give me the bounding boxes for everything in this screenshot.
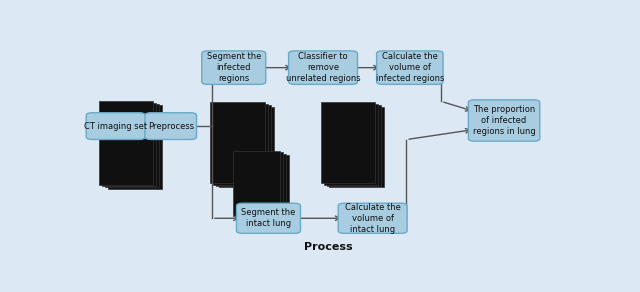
Text: Segment the
infected
regions: Segment the infected regions: [207, 52, 261, 83]
Bar: [220, 107, 274, 187]
FancyBboxPatch shape: [237, 203, 300, 233]
Text: Classifier to
remove
unrelated regions: Classifier to remove unrelated regions: [285, 52, 360, 83]
Bar: [321, 102, 375, 183]
Bar: [232, 151, 280, 216]
Text: CT imaging set: CT imaging set: [84, 121, 147, 131]
FancyBboxPatch shape: [468, 100, 540, 141]
Text: Calculate the
volume of
intact lung: Calculate the volume of intact lung: [345, 203, 401, 234]
FancyBboxPatch shape: [376, 51, 443, 84]
Bar: [213, 104, 268, 185]
Bar: [108, 105, 163, 189]
Text: Calculate the
volume of
infected regions: Calculate the volume of infected regions: [376, 52, 444, 83]
Bar: [324, 104, 378, 185]
FancyBboxPatch shape: [338, 203, 407, 233]
Bar: [236, 152, 283, 217]
FancyBboxPatch shape: [145, 113, 196, 140]
Bar: [330, 107, 384, 187]
FancyBboxPatch shape: [202, 51, 266, 84]
Bar: [241, 155, 289, 220]
Bar: [216, 105, 271, 186]
FancyBboxPatch shape: [86, 113, 145, 140]
Bar: [326, 105, 381, 186]
Text: Preprocess: Preprocess: [148, 121, 194, 131]
Bar: [105, 104, 159, 187]
Text: Segment the
intact lung: Segment the intact lung: [241, 208, 296, 228]
Bar: [99, 101, 154, 185]
Text: Process: Process: [304, 242, 352, 252]
FancyBboxPatch shape: [289, 51, 358, 84]
Bar: [102, 103, 156, 186]
Text: The proportion
of infected
regions in lung: The proportion of infected regions in lu…: [473, 105, 536, 136]
Bar: [239, 154, 285, 219]
Bar: [211, 102, 265, 183]
